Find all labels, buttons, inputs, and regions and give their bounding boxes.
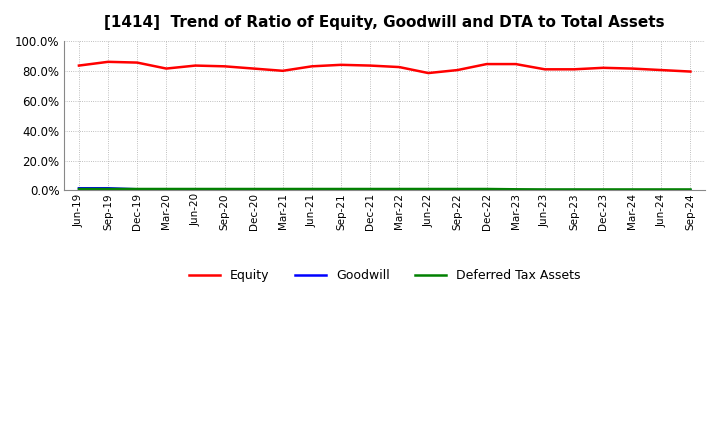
Deferred Tax Assets <box>424 187 433 192</box>
Goodwill <box>307 187 316 192</box>
Goodwill <box>628 188 636 193</box>
Equity <box>657 67 666 73</box>
Goodwill <box>482 187 491 193</box>
Deferred Tax Assets <box>599 187 608 192</box>
Deferred Tax Assets <box>337 187 346 192</box>
Goodwill <box>162 187 171 192</box>
Deferred Tax Assets <box>133 187 142 192</box>
Goodwill <box>599 188 608 193</box>
Deferred Tax Assets <box>366 187 374 192</box>
Deferred Tax Assets <box>686 187 695 192</box>
Goodwill <box>657 188 666 193</box>
Equity <box>628 66 636 71</box>
Equity <box>133 60 142 65</box>
Goodwill <box>570 187 578 193</box>
Goodwill <box>337 187 346 192</box>
Goodwill <box>133 187 142 192</box>
Equity <box>395 64 404 70</box>
Equity <box>570 67 578 72</box>
Deferred Tax Assets <box>657 187 666 192</box>
Equity <box>279 68 287 73</box>
Goodwill <box>75 186 84 191</box>
Deferred Tax Assets <box>162 187 171 192</box>
Goodwill <box>366 187 374 192</box>
Equity <box>366 63 374 68</box>
Deferred Tax Assets <box>307 187 316 192</box>
Equity <box>249 66 258 71</box>
Goodwill <box>511 187 520 193</box>
Equity <box>424 70 433 76</box>
Equity <box>104 59 112 65</box>
Goodwill <box>104 186 112 191</box>
Deferred Tax Assets <box>395 187 404 192</box>
Legend: Equity, Goodwill, Deferred Tax Assets: Equity, Goodwill, Deferred Tax Assets <box>184 264 585 287</box>
Equity <box>337 62 346 67</box>
Equity <box>482 62 491 67</box>
Deferred Tax Assets <box>191 187 199 192</box>
Deferred Tax Assets <box>279 187 287 192</box>
Deferred Tax Assets <box>628 187 636 192</box>
Equity <box>541 67 549 72</box>
Goodwill <box>191 187 199 192</box>
Title: [1414]  Trend of Ratio of Equity, Goodwill and DTA to Total Assets: [1414] Trend of Ratio of Equity, Goodwil… <box>104 15 665 30</box>
Goodwill <box>249 187 258 192</box>
Equity <box>453 67 462 73</box>
Equity <box>686 69 695 74</box>
Deferred Tax Assets <box>249 187 258 192</box>
Equity <box>511 62 520 67</box>
Deferred Tax Assets <box>220 187 229 192</box>
Line: Equity: Equity <box>79 62 690 73</box>
Equity <box>191 63 199 68</box>
Goodwill <box>220 187 229 192</box>
Deferred Tax Assets <box>482 187 491 192</box>
Equity <box>220 64 229 69</box>
Goodwill <box>686 188 695 193</box>
Deferred Tax Assets <box>541 187 549 192</box>
Goodwill <box>395 187 404 192</box>
Goodwill <box>541 187 549 193</box>
Equity <box>599 65 608 70</box>
Line: Goodwill: Goodwill <box>79 188 690 191</box>
Equity <box>307 64 316 69</box>
Equity <box>162 66 171 71</box>
Deferred Tax Assets <box>75 187 84 192</box>
Deferred Tax Assets <box>570 187 578 192</box>
Goodwill <box>279 187 287 192</box>
Goodwill <box>453 187 462 193</box>
Deferred Tax Assets <box>453 187 462 192</box>
Line: Deferred Tax Assets: Deferred Tax Assets <box>79 189 690 190</box>
Equity <box>75 63 84 68</box>
Deferred Tax Assets <box>104 187 112 192</box>
Goodwill <box>424 187 433 192</box>
Deferred Tax Assets <box>511 187 520 192</box>
